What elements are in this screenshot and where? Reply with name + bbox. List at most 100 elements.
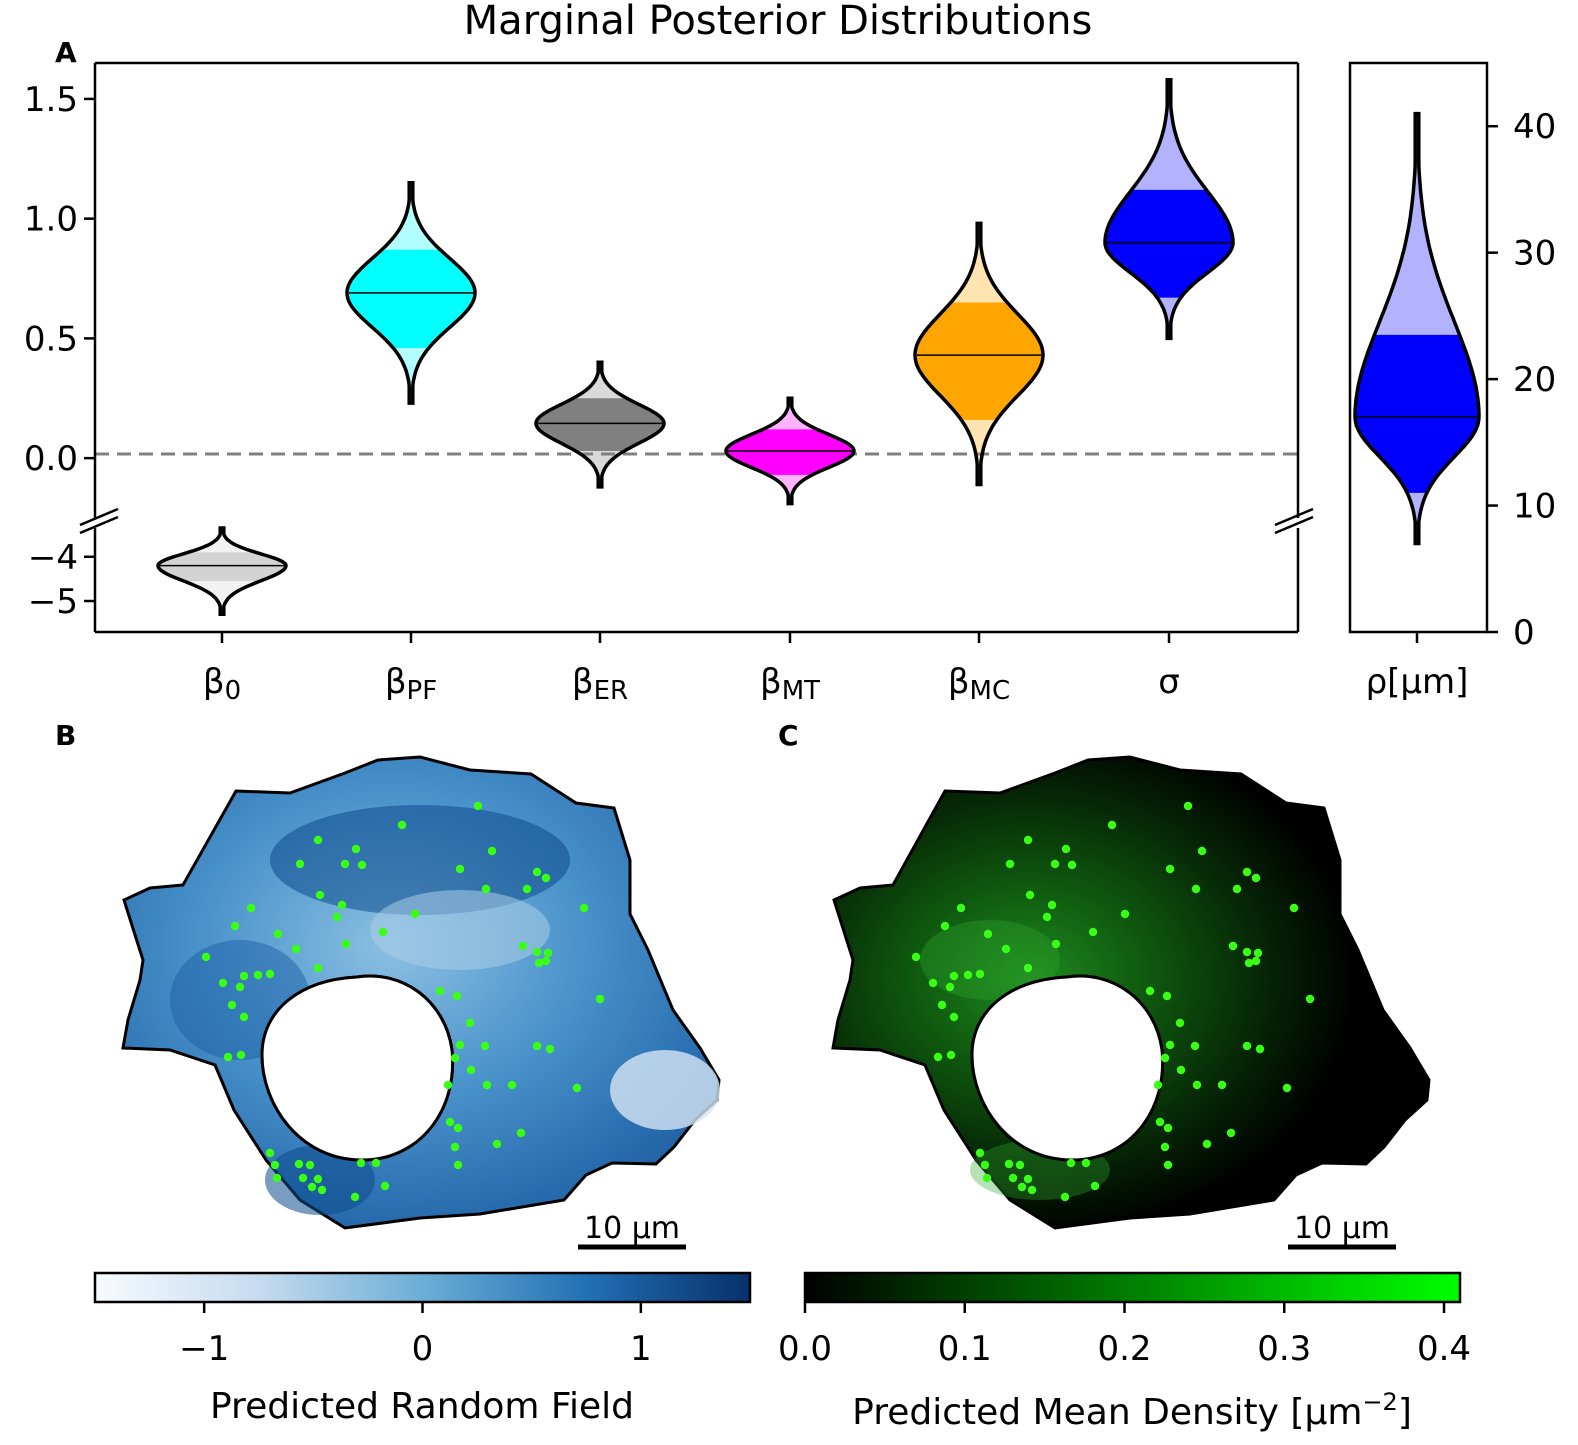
observation-point: [350, 1192, 360, 1202]
colorbar-tick-label: 0.4: [1417, 1329, 1471, 1369]
violin-1: [345, 180, 477, 405]
observation-point: [1017, 1182, 1027, 1192]
observation-point: [975, 1148, 985, 1158]
y-tick-label: 0.0: [24, 439, 78, 479]
colorbar-tick-label: 0.1: [938, 1329, 992, 1369]
colorbar-gradient-c: [803, 1271, 1462, 1304]
y-tick-label: 40: [1513, 107, 1556, 147]
violin-plot-rho: ρ[μm] 0 10 20 30 40: [1348, 61, 1556, 702]
plot-frame-upper: [95, 63, 1298, 518]
observation-point: [450, 1053, 460, 1063]
observation-point: [481, 884, 491, 894]
observation-point: [1023, 1174, 1033, 1184]
observation-point: [1067, 860, 1077, 870]
observation-point: [452, 991, 462, 1001]
colorbar-tick-label: 0.3: [1257, 1329, 1311, 1369]
observation-point: [1042, 912, 1052, 922]
observation-point: [928, 978, 938, 988]
observation-point: [911, 952, 921, 962]
observation-point: [1192, 1080, 1202, 1090]
violin-body-core: [536, 398, 664, 451]
y-tick-label: 10: [1513, 487, 1556, 527]
observation-point: [1190, 1041, 1200, 1051]
colorbar-tick-label: 1: [630, 1329, 652, 1369]
violin-body-core: [1355, 334, 1479, 493]
observation-point: [1145, 986, 1155, 996]
observation-point: [1160, 1053, 1170, 1063]
colorbar-gradient-b: [93, 1271, 752, 1304]
panel-label-a: A: [55, 36, 77, 69]
scale-bar-label-c: 10 μm: [1294, 1211, 1390, 1246]
colorbar-tick-label: 0: [412, 1329, 434, 1369]
observation-point: [378, 927, 388, 937]
observation-point: [507, 1080, 517, 1090]
observation-point: [1061, 844, 1071, 854]
observation-point: [543, 948, 553, 958]
observation-point: [201, 952, 211, 962]
observation-point: [357, 860, 367, 870]
field-light-region: [610, 1050, 720, 1130]
density-map: 10 μm: [831, 755, 1431, 1250]
panel-label-c: C: [778, 719, 799, 752]
field-dark-region: [270, 805, 570, 915]
observation-point: [341, 939, 351, 949]
observation-point: [239, 1012, 249, 1022]
observation-point: [1217, 1080, 1227, 1090]
observation-point: [1232, 884, 1242, 894]
observation-point: [1008, 1173, 1018, 1183]
violin-body-core: [347, 249, 475, 348]
axis-break-mark: [1274, 515, 1314, 535]
observation-point: [1255, 1044, 1265, 1054]
scale-bar-label-b: 10 μm: [584, 1211, 680, 1246]
observation-point: [980, 1160, 990, 1170]
observation-point: [313, 963, 323, 973]
observation-point: [453, 1160, 463, 1170]
observation-point: [946, 1050, 956, 1060]
observation-point: [1090, 1181, 1100, 1191]
observation-point: [397, 820, 407, 830]
observation-point: [945, 982, 955, 992]
observation-point: [295, 859, 305, 869]
observation-point: [532, 947, 542, 957]
observation-point: [949, 971, 959, 981]
observation-point: [1015, 1160, 1025, 1170]
observation-point: [1289, 903, 1299, 913]
observation-point: [1088, 927, 1098, 937]
violin-outline: [156, 526, 288, 617]
y-tick-label: 0.5: [24, 319, 78, 359]
observation-point: [445, 1117, 455, 1127]
observation-point: [235, 982, 245, 992]
observation-point: [933, 1052, 943, 1062]
field-light-region: [370, 890, 550, 970]
observation-point: [1162, 991, 1172, 1001]
observation-point: [1005, 859, 1015, 869]
colorbar-label-b: Predicted Random Field: [210, 1386, 634, 1427]
observation-point: [1023, 835, 1033, 845]
observation-point: [1183, 801, 1193, 811]
observation-point: [1282, 1083, 1292, 1093]
observation-point: [380, 1181, 390, 1191]
observation-point: [522, 884, 532, 894]
observation-point: [1051, 939, 1061, 949]
colorbar-tick-label: −1: [179, 1329, 229, 1369]
observation-point: [1226, 1128, 1236, 1138]
observation-point: [937, 1000, 947, 1010]
observation-point: [1023, 963, 1033, 973]
observation-point: [227, 1000, 237, 1010]
observation-point: [516, 1128, 526, 1138]
observation-point: [1242, 867, 1252, 877]
y-tick-label: −5: [28, 582, 78, 622]
observation-point: [518, 941, 528, 951]
observation-point: [230, 921, 240, 931]
observation-point: [1242, 1041, 1252, 1051]
observation-point: [466, 1065, 476, 1075]
y-tick-label: 30: [1513, 234, 1556, 274]
observation-point: [450, 1142, 460, 1152]
observation-point: [1153, 1080, 1163, 1090]
observation-point: [351, 844, 361, 854]
observation-point: [435, 986, 445, 996]
observation-point: [410, 909, 420, 919]
observation-point: [595, 994, 605, 1004]
observation-point: [453, 1123, 463, 1133]
